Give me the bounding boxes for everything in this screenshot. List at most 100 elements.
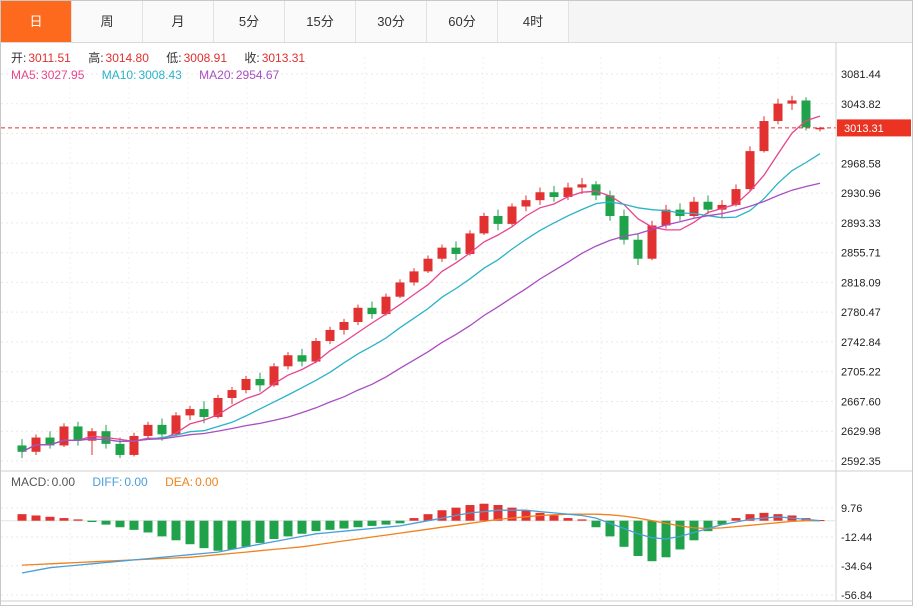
macd-histogram-bar <box>759 512 769 521</box>
ma5-value: 3027.95 <box>41 68 85 82</box>
candle-body <box>521 200 531 207</box>
macd-histogram-bar <box>101 520 111 525</box>
candle-body <box>703 201 713 210</box>
candle-body <box>437 247 447 259</box>
candle-body <box>269 366 279 386</box>
open-value: 3011.51 <box>28 51 71 65</box>
macd-histogram-bar <box>157 520 167 537</box>
macd-histogram-bar <box>185 520 195 545</box>
price-axis-label: 2855.71 <box>841 248 881 260</box>
price-axis-label: 2629.98 <box>841 426 881 438</box>
current-price-badge <box>837 119 911 137</box>
candle-body <box>661 209 671 226</box>
macd-value-group: MACD: 0.00 <box>11 475 75 489</box>
tab-5min[interactable]: 5分 <box>214 1 285 42</box>
price-axis-label: 2968.58 <box>841 158 881 170</box>
price-axis-label: 2742.84 <box>841 337 881 349</box>
macd-histogram-bar <box>535 512 545 521</box>
ma20-line <box>21 182 821 453</box>
ma10-legend: MA10: 3008.43 <box>102 68 182 82</box>
candle-body <box>647 225 657 259</box>
candle-body <box>549 192 559 197</box>
candle-body <box>353 307 363 323</box>
price-axis-label: 3043.82 <box>841 99 881 111</box>
low-group: 低: 3008.91 <box>166 51 227 65</box>
macd-histogram-bar <box>325 520 335 530</box>
macd-axis-label: -56.84 <box>841 590 872 602</box>
macd-axis-label: 9.76 <box>841 503 862 515</box>
macd-axis-label: -12.44 <box>841 532 872 544</box>
candle-body <box>367 307 377 315</box>
candle-body <box>493 215 503 224</box>
macd-histogram-bar <box>731 518 741 521</box>
macd-histogram-bar <box>689 520 699 541</box>
candle-body <box>283 355 293 367</box>
diff-value-group: DIFF: 0.00 <box>92 475 147 489</box>
price-axis-label: 2667.60 <box>841 396 881 408</box>
candle-body <box>297 355 307 362</box>
tab-month[interactable]: 月 <box>143 1 214 42</box>
candle-body <box>689 201 699 216</box>
macd-legend: MACD: 0.00 DIFF: 0.00 DEA: 0.00 <box>11 475 232 489</box>
macd-histogram-bar <box>143 520 153 533</box>
macd-histogram-bar <box>283 520 293 537</box>
open-group: 开: 3011.51 <box>11 51 71 65</box>
price-axis-label: 2893.33 <box>841 218 881 230</box>
candle-body <box>507 206 517 224</box>
macd-histogram-bar <box>241 520 251 547</box>
candle-body <box>535 192 545 201</box>
macd-histogram-bar <box>451 507 461 521</box>
open-label: 开: <box>11 51 27 65</box>
macd-histogram-bar <box>409 518 419 521</box>
candle-body <box>339 322 349 330</box>
macd-histogram-bar <box>745 514 755 521</box>
candle-body <box>591 184 601 196</box>
diff-label: DIFF: <box>92 475 123 489</box>
price-axis-label: 2818.09 <box>841 277 881 289</box>
macd-histogram-bar <box>437 510 447 521</box>
tab-4hour[interactable]: 4时 <box>498 1 569 42</box>
ma20-legend: MA20: 2954.67 <box>199 68 279 82</box>
candle-body <box>423 258 433 272</box>
close-value: 3013.31 <box>261 51 306 65</box>
macd-histogram-bar <box>507 507 517 521</box>
ma5-label: MA5: <box>11 68 40 82</box>
diff-line <box>21 509 821 574</box>
price-axis-label: 2930.96 <box>841 188 881 200</box>
candle-body <box>745 151 755 190</box>
ma10-value: 3008.43 <box>138 68 182 82</box>
macd-histogram-bar <box>367 520 377 526</box>
tab-60min[interactable]: 60分 <box>427 1 498 42</box>
candle-body <box>717 204 727 210</box>
macd-histogram-bar <box>45 516 55 521</box>
price-axis-label: 2705.22 <box>841 367 881 379</box>
macd-histogram-bar <box>675 520 685 550</box>
tab-week[interactable]: 周 <box>72 1 143 42</box>
candle-body <box>255 378 265 386</box>
candle-body <box>815 127 825 130</box>
candlestick-chart[interactable]: 3081.44 3043.82 2968.58 2930.96 2893.33 2855.… <box>1 43 912 605</box>
candle-body <box>773 103 783 122</box>
candle-body <box>199 409 209 417</box>
macd-axis-label: -34.64 <box>841 561 872 573</box>
macd-histogram-bar <box>31 515 41 521</box>
macd-histogram-bar <box>591 520 601 528</box>
candle-body <box>45 437 55 446</box>
price-axis-label: 2592.35 <box>841 456 881 468</box>
diff-value: 0.00 <box>124 475 148 489</box>
low-value: 3008.91 <box>183 51 227 65</box>
candle-body <box>605 195 615 216</box>
tab-day[interactable]: 日 <box>1 1 72 42</box>
tab-30min[interactable]: 30分 <box>356 1 427 42</box>
macd-histogram-bar <box>563 518 573 521</box>
macd-histogram-bar <box>115 520 125 528</box>
candle-body <box>325 329 335 342</box>
candle-body <box>409 271 419 283</box>
macd-histogram-bar <box>549 515 559 521</box>
high-label: 高: <box>88 51 104 65</box>
tab-15min[interactable]: 15分 <box>285 1 356 42</box>
macd-histogram-bar <box>73 519 83 521</box>
macd-value: 0.00 <box>51 475 76 489</box>
macd-histogram-bar <box>577 519 587 521</box>
macd-histogram-bar <box>395 520 405 524</box>
